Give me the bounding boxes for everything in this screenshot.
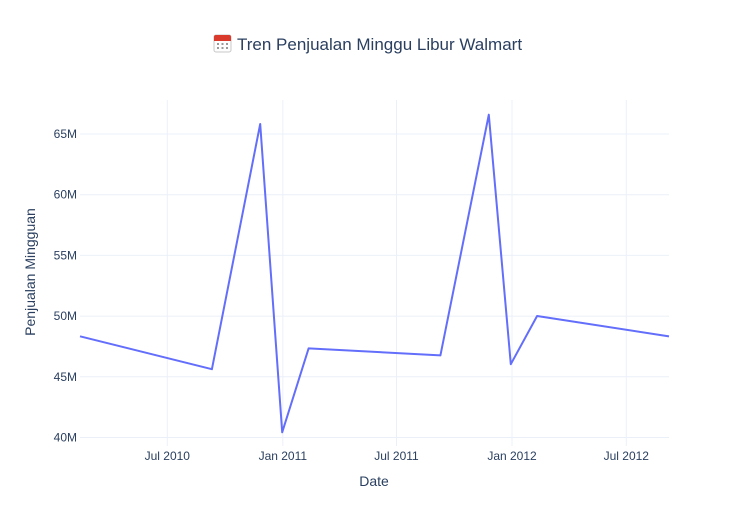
series-line xyxy=(79,113,670,434)
chart-title: Tren Penjualan Minggu Libur Walmart xyxy=(213,34,522,54)
x-axis-title: Date xyxy=(359,473,389,489)
x-axis-ticks: Jul 2010 Jan 2011 Jul 2011 Jan 2012 Jul 2012 xyxy=(145,449,650,463)
y-tick-label: 60M xyxy=(54,188,77,202)
x-gridlines xyxy=(166,100,627,446)
x-tick-label: Jan 2012 xyxy=(487,449,537,463)
series-layer xyxy=(79,113,670,434)
y-axis-title: Penjualan Mingguan xyxy=(22,208,38,336)
chart-title-text: Tren Penjualan Minggu Libur Walmart xyxy=(237,35,522,54)
calendar-icon xyxy=(213,34,232,53)
y-tick-label: 40M xyxy=(54,431,77,445)
x-tick-label: Jul 2011 xyxy=(374,449,419,463)
y-gridlines xyxy=(80,133,669,439)
y-tick-label: 50M xyxy=(54,309,77,323)
y-tick-label: 65M xyxy=(54,127,77,141)
x-tick-label: Jan 2011 xyxy=(259,449,308,463)
x-tick-label: Jul 2010 xyxy=(145,449,191,463)
y-axis-ticks: 40M 45M 50M 55M 60M 65M xyxy=(54,127,77,445)
y-tick-label: 55M xyxy=(54,248,77,262)
x-tick-label: Jul 2012 xyxy=(604,449,650,463)
y-tick-label: 45M xyxy=(54,370,77,384)
